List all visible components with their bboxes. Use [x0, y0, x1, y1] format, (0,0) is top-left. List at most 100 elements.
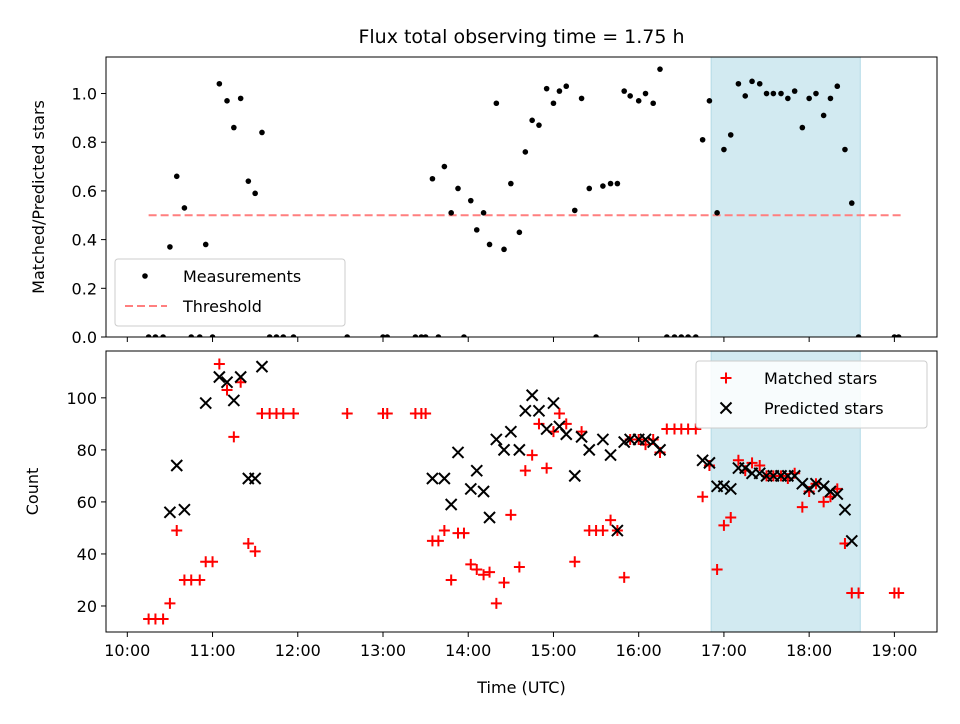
point-measurements-11 — [224, 98, 230, 104]
x-tick-label-1: 11:00 — [189, 641, 235, 660]
point-measurements-66 — [699, 136, 706, 143]
point-predicted-stars-29 — [560, 428, 573, 441]
y-tick-label-0-5: 1.0 — [72, 85, 97, 104]
point-matched-stars-38 — [498, 577, 510, 589]
x-tick-label-4: 14:00 — [445, 641, 491, 660]
point-predicted-stars-21 — [504, 425, 518, 438]
point-measurements-12 — [231, 124, 237, 131]
point-measurements-5 — [181, 205, 188, 211]
point-predicted-stars-46 — [724, 482, 737, 496]
point-matched-stars-13 — [235, 376, 247, 388]
point-measurements-73 — [749, 78, 755, 85]
point-predicted-stars-56 — [796, 477, 809, 490]
point-predicted-stars-17 — [477, 485, 490, 498]
y-axis-label-1: Count — [23, 468, 42, 516]
point-measurements-7 — [196, 334, 203, 337]
point-measurements-2 — [160, 334, 166, 337]
point-matched-stars-9 — [207, 556, 219, 568]
point-predicted-stars-58 — [809, 477, 823, 490]
point-measurements-30 — [448, 210, 454, 216]
point-measurements-61 — [664, 334, 670, 337]
y-tick-label-0-0: 0.0 — [72, 328, 97, 347]
point-predicted-stars-23 — [519, 404, 532, 418]
point-measurements-53 — [607, 180, 614, 187]
axes-frame-1 — [105, 350, 938, 633]
point-measurements-72 — [742, 93, 749, 99]
point-matched-stars-23 — [381, 407, 393, 419]
point-measurements-29 — [441, 163, 448, 170]
point-predicted-stars-32 — [583, 443, 596, 457]
legend-label-0-1: Threshold — [182, 297, 262, 316]
x-axis-label: Time (UTC) — [476, 678, 565, 697]
point-measurements-51 — [593, 334, 599, 337]
point-measurements-36 — [486, 241, 493, 248]
point-matched-stars-19 — [277, 407, 289, 419]
point-measurements-48 — [571, 207, 578, 214]
point-predicted-stars-20 — [497, 443, 511, 457]
point-predicted-stars-24 — [525, 389, 539, 402]
point-predicted-stars-25 — [532, 404, 546, 418]
point-matched-stars-3 — [164, 597, 176, 609]
point-matched-stars-74 — [754, 459, 766, 471]
point-predicted-stars-16 — [470, 464, 483, 477]
x-tick-label-8: 18:00 — [786, 641, 832, 660]
point-measurements-17 — [266, 334, 273, 337]
y-tick-label-1-4: 100 — [66, 389, 97, 408]
point-matched-stars-11 — [221, 384, 233, 396]
point-measurements-81 — [806, 95, 812, 102]
x-tick-label-5: 15:00 — [530, 641, 576, 660]
point-matched-stars-28 — [432, 535, 444, 547]
point-predicted-stars-34 — [604, 448, 617, 462]
legend-label-1-1: Predicted stars — [764, 399, 884, 418]
point-predicted-stars-30 — [568, 469, 581, 483]
legend-box-1 — [695, 360, 928, 429]
y-axis-label-0: Matched/Predicted stars — [29, 100, 48, 294]
point-predicted-stars-4 — [213, 370, 226, 384]
point-measurements-37 — [493, 100, 500, 107]
x-tick-label-7: 17:00 — [701, 641, 747, 660]
point-predicted-stars-5 — [220, 376, 234, 389]
point-measurements-87 — [848, 200, 855, 206]
point-measurements-23 — [384, 334, 391, 337]
point-measurements-62 — [671, 334, 678, 337]
point-predicted-stars-7 — [234, 370, 247, 384]
point-measurements-57 — [635, 98, 642, 104]
point-matched-stars-44 — [541, 462, 553, 474]
chart-title: Flux total observing time = 1.75 h — [358, 26, 684, 48]
point-measurements-31 — [455, 185, 461, 192]
point-predicted-stars-0 — [163, 506, 177, 519]
point-predicted-stars-10 — [255, 360, 269, 373]
point-measurements-35 — [480, 210, 487, 216]
point-measurements-60 — [657, 66, 663, 72]
point-measurements-9 — [209, 334, 216, 337]
y-tick-label-1-3: 80 — [77, 441, 97, 460]
point-matched-stars-48 — [569, 556, 581, 568]
x-tick-label-3: 13:00 — [360, 641, 406, 660]
legend-label-1-0: Matched stars — [764, 369, 877, 388]
point-predicted-stars-57 — [802, 482, 816, 496]
point-matched-stars-29 — [438, 525, 450, 537]
point-measurements-44 — [543, 85, 550, 92]
point-measurements-10 — [216, 80, 223, 87]
legend-label-0-0: Measurements — [183, 267, 301, 286]
y-tick-label-1-1: 40 — [77, 545, 97, 564]
point-predicted-stars-13 — [444, 498, 458, 511]
point-matched-stars-90 — [893, 587, 905, 599]
point-measurements-64 — [685, 334, 691, 337]
point-matched-stars-83 — [818, 496, 830, 508]
point-measurements-80 — [799, 124, 806, 131]
point-predicted-stars-39 — [639, 433, 652, 446]
y-tick-label-1-2: 60 — [77, 493, 97, 512]
point-matched-stars-71 — [732, 454, 744, 466]
point-predicted-stars-14 — [451, 446, 465, 459]
point-measurements-67 — [706, 98, 713, 104]
point-predicted-stars-2 — [178, 503, 191, 516]
point-measurements-86 — [842, 146, 848, 153]
point-measurements-70 — [727, 132, 734, 138]
point-matched-stars-34 — [471, 564, 483, 576]
point-predicted-stars-15 — [464, 482, 477, 496]
point-measurements-21 — [344, 334, 351, 337]
point-matched-stars-26 — [420, 407, 432, 419]
point-matched-stars-80 — [796, 501, 808, 513]
point-predicted-stars-33 — [596, 433, 610, 446]
